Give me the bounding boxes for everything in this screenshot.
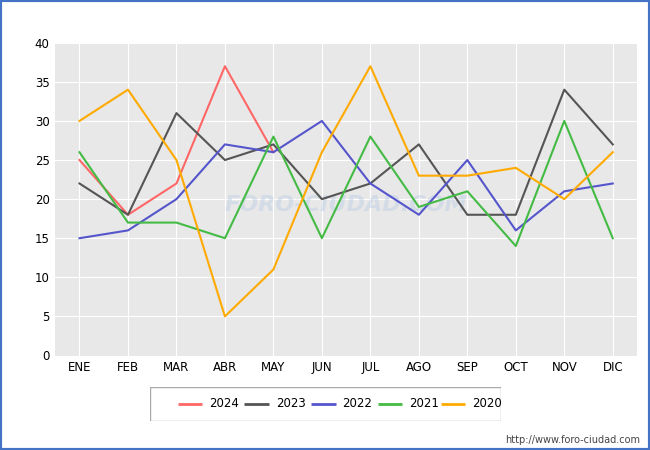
Text: 2024: 2024: [209, 397, 239, 410]
Text: http://www.foro-ciudad.com: http://www.foro-ciudad.com: [505, 435, 640, 445]
Text: 2022: 2022: [343, 397, 372, 410]
Text: Matriculaciones de Vehiculos en Torroella de Montgrí: Matriculaciones de Vehiculos en Torroell…: [95, 12, 555, 31]
Text: FORO-CIUDAD.COM: FORO-CIUDAD.COM: [225, 195, 467, 216]
Text: 2023: 2023: [276, 397, 305, 410]
FancyBboxPatch shape: [150, 387, 500, 421]
Text: 2020: 2020: [473, 397, 502, 410]
Text: 2021: 2021: [410, 397, 439, 410]
